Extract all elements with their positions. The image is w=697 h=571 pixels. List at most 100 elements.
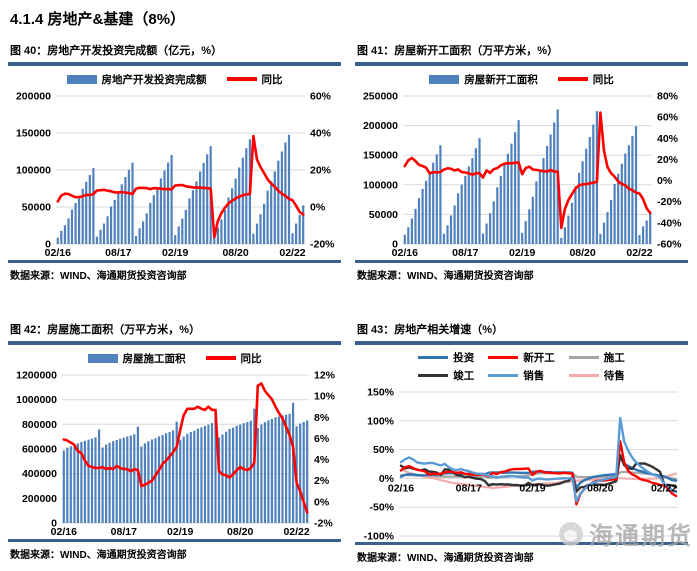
line-swatch-icon [557,77,588,81]
legend-label: 房屋施工面积 [122,352,186,365]
svg-text:0%: 0% [657,175,673,187]
source-note-42: 数据来源：WIND、海通期货投资咨询部 [10,550,187,561]
svg-text:200000: 200000 [16,91,51,103]
svg-text:08/17: 08/17 [105,247,131,259]
legend-item: 新开工 [488,350,555,365]
chart-plot-41: 0 50000 100000 150000 200000 250000 -60% -40% -2… [363,91,682,260]
legend-label: 施工 [603,352,625,364]
svg-text:50000: 50000 [369,209,398,221]
legend-label: 房屋新开工面积 [464,73,538,86]
watermark-text: 海通期货 [589,523,693,550]
svg-text:50000: 50000 [22,202,51,214]
svg-text:08/20: 08/20 [222,247,248,259]
svg-text:-60%: -60% [657,239,682,251]
svg-text:-100%: -100% [364,531,395,543]
divider [8,341,341,345]
legend-item: 房地产开发投资完成额 [66,72,207,87]
svg-text:20%: 20% [657,154,679,166]
svg-text:02/19: 02/19 [162,247,188,259]
svg-text:60%: 60% [310,91,332,103]
legend-label: 销售 [523,370,545,382]
svg-text:02/16: 02/16 [388,482,414,494]
svg-text:02/16: 02/16 [51,526,77,538]
svg-text:200000: 200000 [363,120,398,132]
chart-plot-40: 0 50000 100000 150000 200000 -20% 0% 20% 40% 60% 0… [16,91,335,260]
svg-text:800000: 800000 [22,419,57,431]
divider [355,542,688,545]
svg-text:02/19: 02/19 [167,526,193,538]
legend-item: 同比 [557,72,614,87]
svg-text:02/19: 02/19 [509,247,535,259]
svg-text:600000: 600000 [22,444,57,456]
figure-title-42: 图 42：房屋施工面积（万平方米，%） [10,324,201,336]
watermark: 海通期货 [559,516,693,551]
svg-text:02/19: 02/19 [519,482,545,494]
divider [8,62,341,66]
chart-legend-40: 房地产开发投资完成额 同比 [8,68,341,90]
legend-label: 同比 [240,352,262,365]
chart-legend-43: 投资 新开工 施工竣工 销售 待售 [355,347,688,384]
svg-text:40%: 40% [657,133,679,145]
figure-panel-42: 图 42：房屋施工面积（万平方米，%） 房屋施工面积 同比 0 200000 4000… [8,320,341,564]
legend-item: 待售 [568,368,625,383]
svg-text:-50%: -50% [369,502,394,514]
chart-legend-42: 房屋施工面积 同比 [8,347,341,369]
legend-item: 竣工 [418,368,474,383]
legend-label: 待售 [603,370,625,382]
line-swatch-icon [488,355,519,360]
divider [355,260,688,263]
svg-text:50%: 50% [373,444,395,456]
divider [355,341,688,345]
legend-label: 同比 [592,73,614,86]
line-swatch-icon [418,373,449,378]
svg-text:10%: 10% [314,391,336,403]
figure-title-40: 图 40：房地产开发投资完成额（亿元，%） [10,45,223,57]
svg-text:2%: 2% [314,475,330,487]
svg-text:0%: 0% [314,496,330,508]
bar-swatch-icon [66,74,97,84]
svg-text:4%: 4% [314,454,330,466]
svg-text:100000: 100000 [363,179,398,191]
svg-text:02/22: 02/22 [626,247,652,259]
svg-text:-20%: -20% [657,196,682,208]
svg-text:0: 0 [392,239,398,251]
chart-plot-42: 0 200000 400000 600000 800000 1000000 1200000 -… [16,370,336,539]
svg-text:6%: 6% [314,433,330,445]
svg-text:80%: 80% [657,91,679,103]
legend-label: 投资 [453,352,475,364]
svg-text:250000: 250000 [363,91,398,103]
legend-item: 同比 [205,351,262,366]
svg-text:12%: 12% [314,370,336,382]
svg-text:150%: 150% [367,387,395,399]
legend-label: 同比 [261,73,283,86]
svg-text:40%: 40% [310,128,332,140]
svg-text:02/22: 02/22 [279,247,305,259]
svg-text:20%: 20% [310,165,332,177]
svg-text:100%: 100% [367,415,395,427]
svg-text:1200000: 1200000 [16,370,57,382]
chart-legend-41: 房屋新开工面积 同比 [355,68,688,90]
svg-text:-2%: -2% [314,518,333,530]
svg-text:150000: 150000 [16,128,51,140]
bar-swatch-icon [87,353,118,363]
svg-text:02/22: 02/22 [651,482,677,494]
source-note-41: 数据来源：WIND、海通期货投资咨询部 [357,271,534,282]
legend-label: 新开工 [523,352,555,364]
svg-text:200000: 200000 [22,493,57,505]
line-swatch-icon [226,77,257,81]
svg-text:8%: 8% [314,412,330,424]
divider [8,260,341,263]
svg-text:08/17: 08/17 [452,247,478,259]
line-swatch-icon [568,355,599,360]
source-note-40: 数据来源：WIND、海通期货投资咨询部 [10,271,187,282]
svg-text:0%: 0% [310,202,326,214]
line-swatch-icon [568,373,599,378]
legend-item: 房屋新开工面积 [429,72,538,87]
divider [8,539,341,542]
svg-text:60%: 60% [657,112,679,124]
source-note-43: 数据来源：WIND、海通期货投资咨询部 [357,553,534,564]
svg-text:-20%: -20% [310,239,335,251]
legend-item: 销售 [488,368,555,383]
svg-text:08/17: 08/17 [111,526,137,538]
